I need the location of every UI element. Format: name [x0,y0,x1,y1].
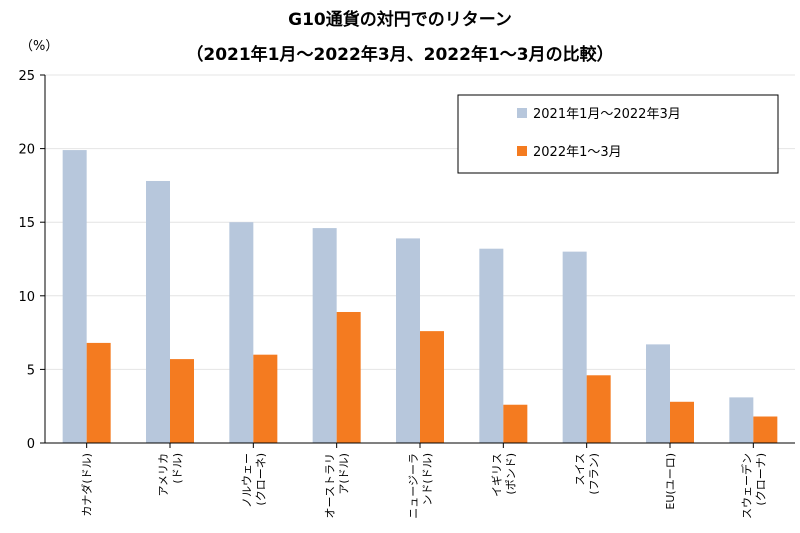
axis-layer: 0 5 10 15 20 25 カナダ(ドル) アメリカ (ドル) ノルウェー (クローネ) オースト… [18,69,795,519]
category-label: アメリカ [157,453,170,496]
category-label: (ドル) [171,453,184,484]
y-tick-label: 0 [27,437,35,452]
category-label: イギリス [490,453,503,497]
category-label: (フラン) [588,453,601,495]
category-label: カナダ(ドル) [80,453,94,517]
bar-period-a [646,344,670,443]
bar-period-a [396,238,420,443]
category-label: ア(ドル) [338,453,351,495]
bar-layer [62,150,778,443]
y-tick-label: 5 [27,363,35,378]
bar-period-b [253,354,278,443]
bar-period-b [503,404,528,443]
category-label: スイス [574,453,587,486]
bar-period-b [336,311,361,443]
y-tick-label: 10 [18,290,35,305]
chart-title: G10通貨の対円でのリターン [288,9,512,30]
bar-period-b [86,342,111,443]
bar-period-b [170,359,194,443]
category-label: (クローナ) [754,453,767,506]
category-label: EU(ユーロ) [664,453,677,510]
category-label: ノルウェー [240,453,253,508]
category-label: スウェーデン [739,453,753,519]
category-label: ニュージーラ [407,453,420,519]
bar-period-b [420,331,444,443]
y-axis-label: （%） [20,39,58,54]
legend-label: 2021年1月～2022年3月 [533,107,681,122]
category-label: (クローネ) [254,453,267,506]
bar-period-b [670,401,694,443]
legend: 2021年1月～2022年3月 2022年1～3月 [457,94,779,174]
bar-period-b [753,416,778,443]
y-tick-label: 20 [18,143,35,158]
bar-period-a [62,150,87,443]
legend-label: 2022年1～3月 [533,145,622,160]
category-label: (ポンド) [504,453,517,495]
bar-period-a [479,248,504,443]
bar-period-a [146,180,170,443]
bar-period-a [312,228,337,443]
bar-period-a [562,251,587,443]
y-tick-label: 25 [18,69,35,84]
category-label: オーストラリ [324,453,337,518]
legend-swatch [517,108,527,118]
legend-swatch [517,146,527,156]
chart-subtitle: （2021年1月～2022年3月、2022年1～3月の比較） [186,44,613,65]
bar-period-b [586,375,611,443]
bar-period-a [729,397,754,443]
bar-period-a [229,222,254,443]
y-tick-label: 15 [18,216,35,231]
category-label: ンド(ドル) [421,453,434,506]
legend-box [457,94,779,174]
